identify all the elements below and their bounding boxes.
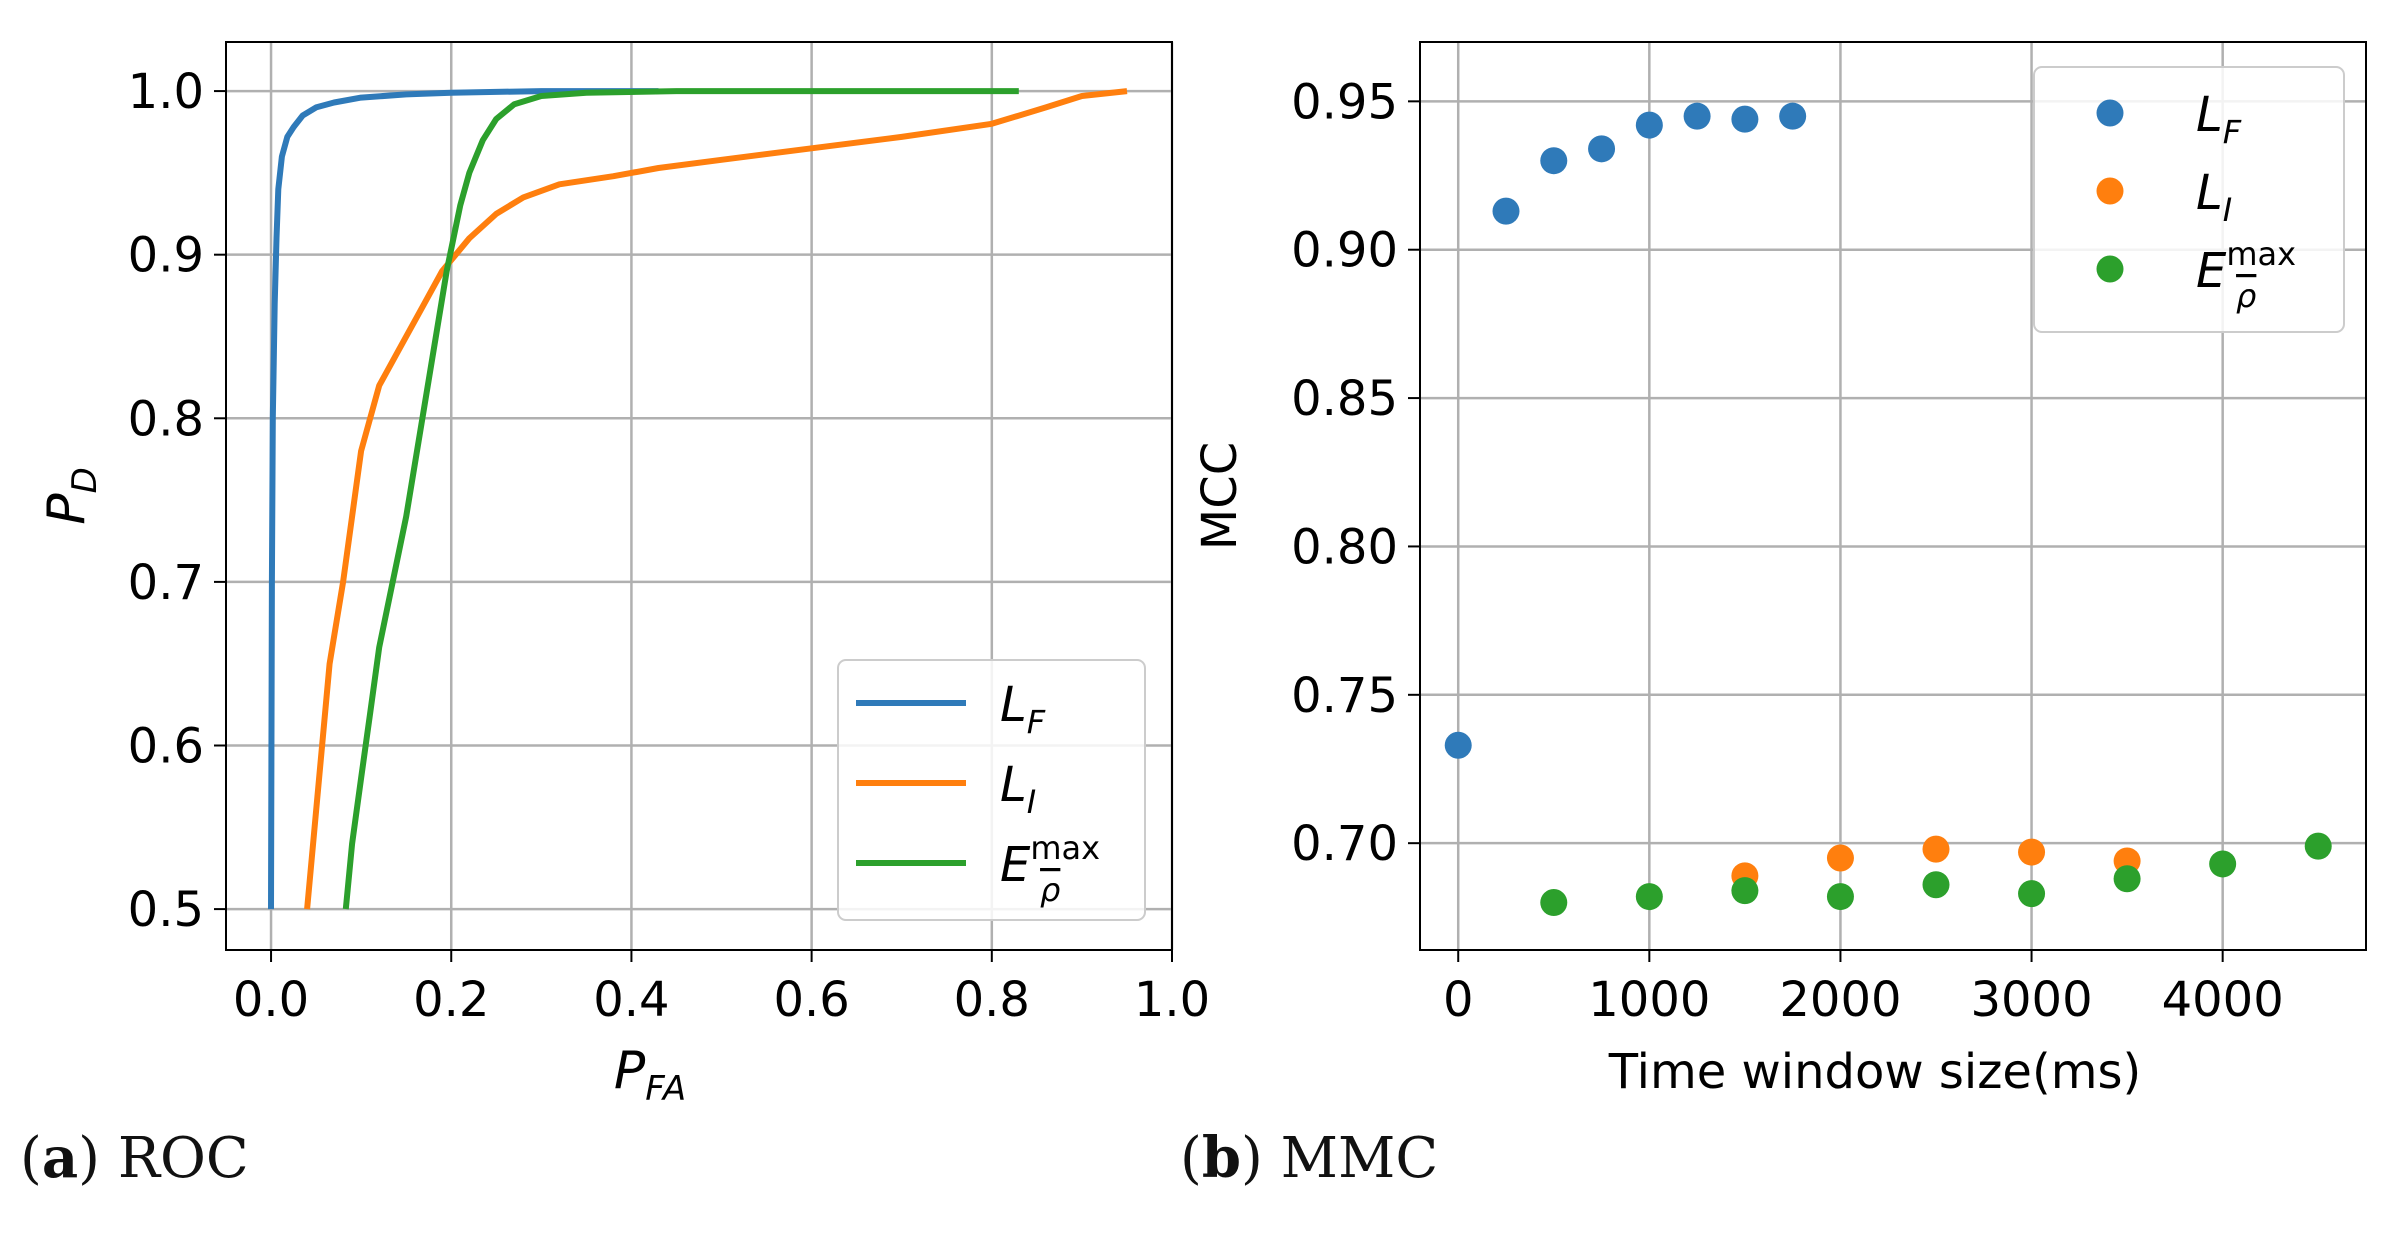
mmc-point-e-rho-bar-max bbox=[1540, 889, 1568, 917]
mmc-y-tick-label: 0.90 bbox=[1291, 223, 1398, 279]
mmc-point-l-i bbox=[2018, 838, 2046, 866]
mmc-legend-swatch-l-f bbox=[2096, 99, 2124, 127]
mmc-point-l-i bbox=[1922, 835, 1950, 863]
roc-line-l-f bbox=[268, 88, 659, 910]
roc-line-e-rho-bar-max bbox=[342, 88, 1019, 910]
mmc-y-tick-label: 0.70 bbox=[1291, 816, 1398, 872]
roc-legend-label-l-f: LF bbox=[1000, 677, 1046, 741]
mmc-y-tick-label: 0.95 bbox=[1291, 74, 1398, 130]
mmc-point-l-i bbox=[1826, 844, 1854, 872]
mmc-point-l-f bbox=[1540, 147, 1568, 175]
roc-x-tick-label: 0.8 bbox=[954, 972, 1030, 1028]
mmc-grid bbox=[1420, 42, 2366, 950]
caption-roc-letter: a bbox=[41, 1125, 79, 1191]
roc-x-tick-label: 0.0 bbox=[233, 972, 309, 1028]
roc-legend-label-e-rho-bar-max: Emax ρ bbox=[1000, 829, 1100, 909]
mmc-y-ticks: 0.70 0.75 0.80 0.85 0.90 0.95 bbox=[1291, 74, 1420, 872]
mmc-x-tick-label: 4000 bbox=[2162, 972, 2284, 1028]
mmc-y-axis-label: MCC bbox=[1192, 442, 1248, 550]
mmc-point-e-rho-bar-max bbox=[2113, 865, 2141, 893]
mmc-point-e-rho-bar-max bbox=[1826, 883, 1854, 911]
caption-mmc-letter: b bbox=[1201, 1125, 1242, 1191]
mmc-point-l-f bbox=[1492, 197, 1520, 225]
caption-mmc-text: MMC bbox=[1262, 1126, 1439, 1191]
mmc-y-tick-label: 0.75 bbox=[1291, 668, 1398, 724]
mmc-x-tick-label: 3000 bbox=[1970, 972, 2092, 1028]
mmc-x-tick-label: 2000 bbox=[1779, 972, 1901, 1028]
mmc-legend-box bbox=[2033, 66, 2345, 333]
mmc-y-tick-label: 0.80 bbox=[1291, 519, 1398, 575]
mmc-point-l-f bbox=[1779, 102, 1807, 130]
roc-x-axis-label: PFA bbox=[614, 1041, 686, 1109]
mmc-point-e-rho-bar-max bbox=[1731, 877, 1759, 905]
caption-roc: (a) ROC bbox=[20, 1125, 249, 1191]
roc-y-axis-label: PD bbox=[37, 467, 105, 525]
mmc-chart: 0 1000 2000 3000 4000 0.700.750.800.850.900.… bbox=[1192, 41, 2367, 1100]
roc-x-tick-label: 0.4 bbox=[593, 972, 669, 1028]
roc-legend: LF LI Emax ρ bbox=[837, 659, 1146, 921]
caption-mmc: (b) MMC bbox=[1180, 1125, 1439, 1191]
mmc-axes-frame bbox=[1419, 41, 2367, 951]
roc-y-tick-label: 1.0 bbox=[128, 64, 204, 120]
mmc-point-e-rho-bar-max bbox=[1922, 871, 1950, 899]
mmc-point-e-rho-bar-max bbox=[1635, 883, 1663, 911]
mmc-point-l-f bbox=[1444, 731, 1472, 759]
roc-line-l-i bbox=[304, 88, 1128, 910]
mmc-x-tick-label: 0 bbox=[1443, 972, 1474, 1028]
mmc-point-e-rho-bar-max bbox=[2018, 880, 2046, 908]
mmc-legend-swatch-e-rho-bar-max bbox=[2096, 255, 2124, 283]
mmc-x-ticks: 0 1000 2000 3000 4000 bbox=[1443, 950, 2284, 1028]
roc-y-tick-label: 0.7 bbox=[128, 555, 204, 611]
roc-y-tick-label: 0.9 bbox=[128, 228, 204, 284]
roc-legend-box bbox=[837, 659, 1146, 921]
roc-legend-label-l-i: LI bbox=[1000, 757, 1036, 821]
roc-x-tick-label: 0.6 bbox=[773, 972, 849, 1028]
mmc-point-l-f bbox=[1635, 111, 1663, 139]
mmc-series bbox=[1444, 102, 2332, 917]
mmc-legend-swatch-l-i bbox=[2096, 177, 2124, 205]
mmc-point-l-f bbox=[1588, 135, 1616, 163]
roc-chart: 0.0 0.2 0.4 0.6 0.8 1.0 0.5 0.6 0.7 0.8 0.9 1.0 PF… bbox=[37, 41, 1210, 1109]
roc-x-tick-label: 1.0 bbox=[1134, 972, 1210, 1028]
mmc-legend-label-l-i: LI bbox=[2196, 165, 2232, 229]
roc-y-tick-label: 0.8 bbox=[128, 391, 204, 447]
roc-y-ticks: 0.5 0.6 0.7 0.8 0.9 1.0 bbox=[128, 64, 226, 938]
roc-series bbox=[268, 88, 1128, 910]
mmc-point-l-f bbox=[1683, 102, 1711, 130]
roc-y-tick-label: 0.5 bbox=[128, 882, 204, 938]
roc-y-tick-label: 0.6 bbox=[128, 718, 204, 774]
caption-roc-text: ROC bbox=[100, 1126, 249, 1191]
mmc-point-e-rho-bar-max bbox=[2209, 850, 2237, 878]
mmc-x-tick-label: 1000 bbox=[1588, 972, 1710, 1028]
mmc-legend-label-e-rho-bar-max: Emax ρ bbox=[2196, 235, 2296, 315]
mmc-legend-label-l-f: LF bbox=[2196, 87, 2242, 151]
mmc-x-axis-label: Time window size(ms) bbox=[1608, 1044, 2141, 1100]
roc-axes-frame bbox=[225, 41, 1173, 951]
mmc-point-e-rho-bar-max bbox=[2304, 832, 2332, 860]
mmc-point-l-f bbox=[1731, 105, 1759, 133]
roc-x-ticks: 0.0 0.2 0.4 0.6 0.8 1.0 bbox=[233, 950, 1210, 1028]
roc-x-tick-label: 0.2 bbox=[413, 972, 489, 1028]
mmc-y-tick-label: 0.85 bbox=[1291, 371, 1398, 427]
